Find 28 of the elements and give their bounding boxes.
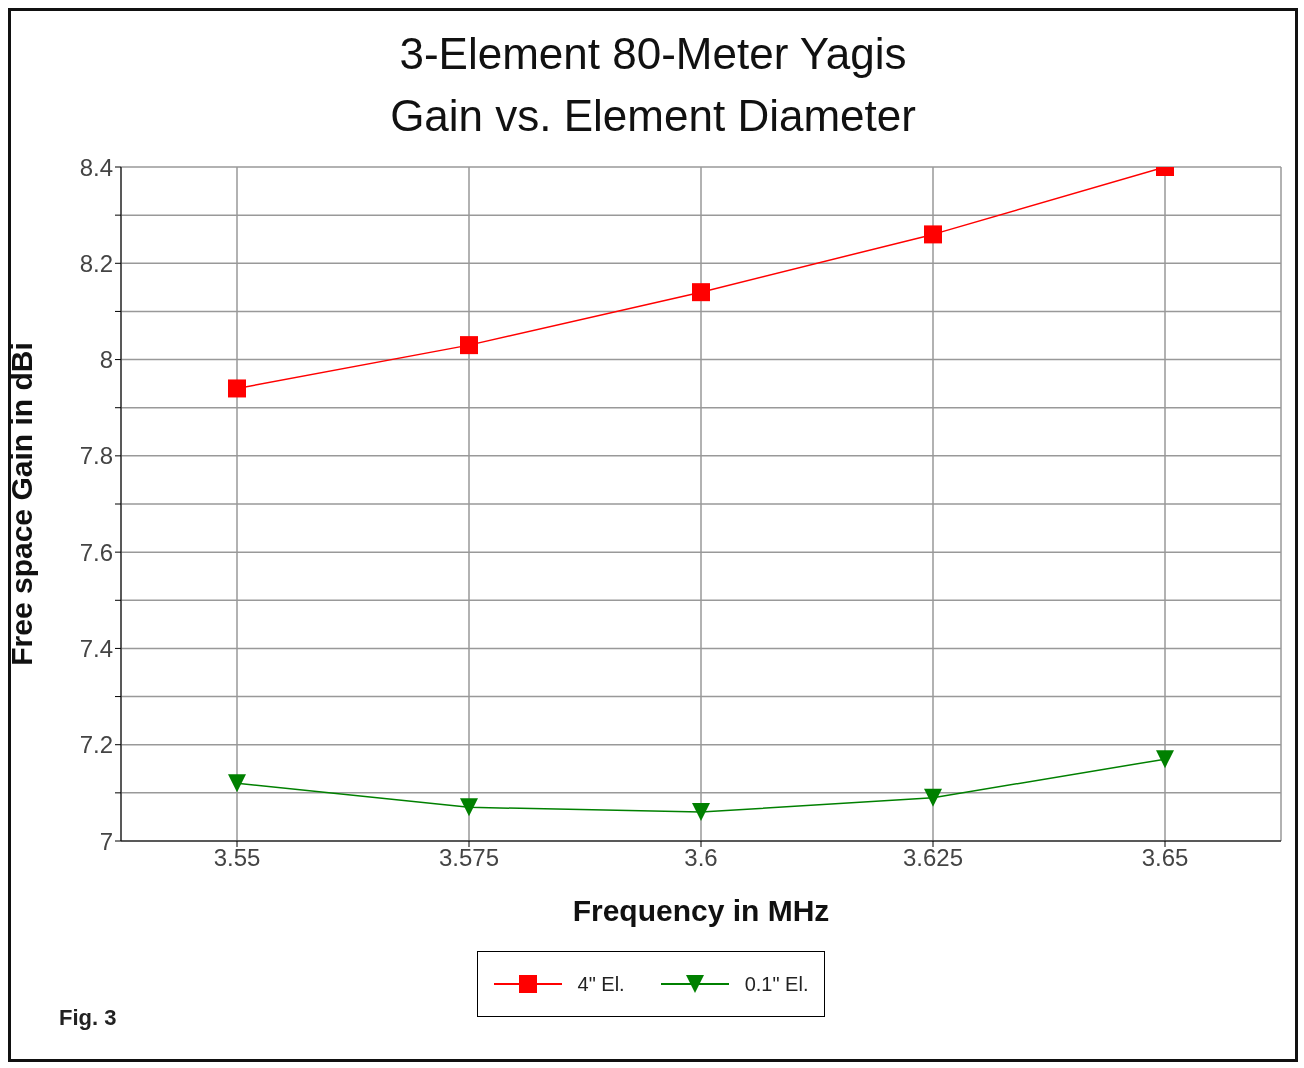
x-tick-label: 3.625: [902, 844, 964, 872]
y-tick-label: 7: [99, 827, 113, 855]
y-tick-label: 7.2: [79, 731, 113, 759]
y-tick-label: 7.6: [79, 538, 113, 566]
chart-subtitle: Gain vs. Element Diameter: [389, 90, 917, 142]
legend-label: 0.1" El.: [744, 972, 809, 996]
x-axis-title: Frequency in MHz: [572, 894, 830, 927]
point: [924, 788, 942, 807]
chart-title: 3-Element 80-Meter Yagis: [398, 28, 908, 80]
y-tick-label: 8.2: [79, 249, 113, 277]
y-tick-label: 7.8: [79, 442, 113, 470]
x-tick-label: 3.55: [213, 844, 261, 872]
x-tick-label: 3.6: [684, 844, 718, 872]
point: [228, 774, 246, 793]
point: [228, 379, 246, 398]
legend-label: 4" El.: [577, 972, 625, 996]
y-tick-label: 7.4: [79, 634, 113, 662]
x-tick-label: 3.65: [1141, 844, 1189, 872]
y-tick-label: 8: [99, 346, 113, 374]
caption: Fig. 3: [59, 1005, 117, 1031]
point: [692, 803, 710, 822]
y-tick-label: 8.4: [79, 153, 113, 181]
point: [692, 283, 710, 302]
point: [1156, 750, 1174, 769]
point: [460, 798, 478, 817]
point: [924, 225, 942, 244]
point: [460, 336, 478, 355]
x-tick-label: 3.575: [438, 844, 500, 872]
